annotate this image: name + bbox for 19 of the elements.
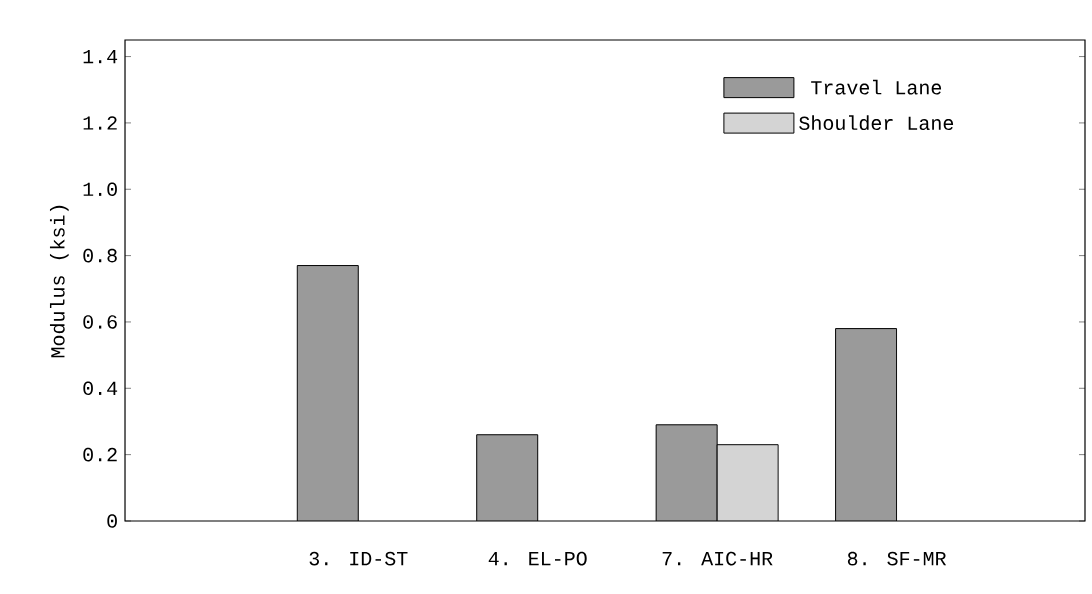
bar	[835, 328, 898, 521]
y-tick-label: 0.2	[83, 447, 117, 462]
bar	[296, 265, 359, 521]
y-tick-label: 1.0	[83, 182, 117, 197]
bar	[655, 424, 718, 521]
y-tick-label: 0.8	[83, 248, 117, 263]
legend-label: Shoulder Lane	[799, 115, 954, 131]
y-tick-label: 0.4	[83, 381, 118, 396]
y-tick-label: 1.2	[83, 116, 117, 130]
x-tick-label: 4. EL-PO	[488, 551, 587, 566]
x-tick-label: 8. SF-MR	[847, 551, 947, 566]
y-tick-label: 1.4	[83, 49, 118, 64]
bar	[476, 434, 539, 521]
x-tick-label: 7. AIC-HR	[662, 551, 773, 566]
y-tick-label: 0.6	[83, 315, 117, 329]
y-tick-label: 0	[107, 514, 117, 528]
x-tick-label: 3. ID-ST	[309, 551, 408, 566]
y-axis-title: Modulus (ksi)	[49, 205, 69, 358]
legend-label: Travel Lane	[811, 79, 942, 95]
